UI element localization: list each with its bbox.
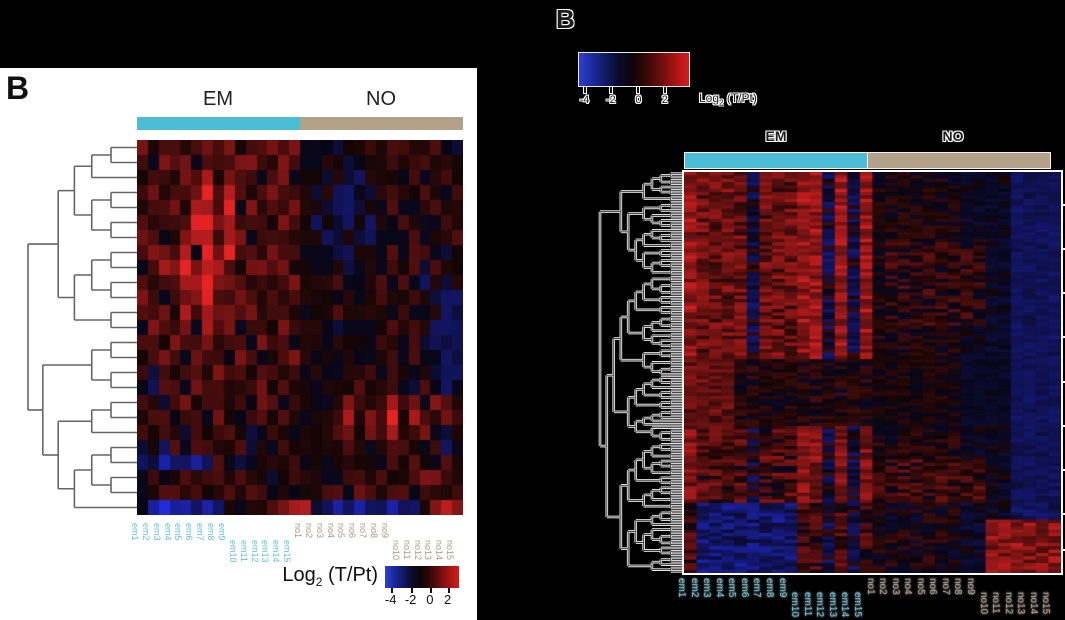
column-label-no5: no5 bbox=[914, 578, 926, 595]
column-label-em10: em10 bbox=[789, 592, 801, 618]
column-label-em8: em8 bbox=[763, 578, 775, 598]
row-cluster-tick bbox=[1061, 380, 1065, 383]
group-label-no-right: NO bbox=[942, 128, 964, 144]
column-label-em3: em3 bbox=[701, 578, 713, 598]
colorbar-title-right: Log2 (T/Pt) bbox=[699, 91, 757, 107]
colorbar-tick bbox=[390, 588, 393, 593]
row-cluster-tick bbox=[1061, 292, 1065, 295]
row-cluster-tick bbox=[1061, 468, 1065, 471]
group-label-em-left: EM bbox=[203, 88, 233, 110]
panel-label-left: B bbox=[6, 70, 30, 106]
column-label-em14: em14 bbox=[839, 592, 851, 618]
column-label-em5: em5 bbox=[726, 578, 738, 598]
colorbar-tick-label: -4 bbox=[579, 94, 590, 106]
colorbar-tick bbox=[663, 87, 666, 93]
colorbar-title-prefix: Log bbox=[282, 564, 316, 586]
colorbar-title-left: Log2 (T/Pt) bbox=[238, 564, 378, 589]
panel-label-right: B bbox=[556, 4, 575, 34]
column-label-em6: em6 bbox=[738, 578, 750, 598]
column-label-em7: em7 bbox=[751, 578, 763, 598]
column-label-no12: no12 bbox=[1002, 592, 1014, 615]
colorbar-tick bbox=[447, 588, 450, 593]
group-label-em-right: EM bbox=[765, 128, 787, 144]
colorbar-tick-label: 2 bbox=[444, 592, 452, 607]
group-bar-no-right bbox=[868, 153, 1050, 168]
column-label-no8: no8 bbox=[952, 578, 964, 595]
column-label-em2: em2 bbox=[688, 578, 700, 598]
colorbar-tick bbox=[410, 588, 413, 593]
column-label-em11: em11 bbox=[801, 592, 813, 617]
column-label-no11: no11 bbox=[990, 592, 1002, 614]
column-label-no7: no7 bbox=[939, 578, 951, 595]
column-label-em12: em12 bbox=[814, 592, 826, 618]
colorbar-tick bbox=[429, 588, 432, 593]
colorbar-gradient-right bbox=[579, 53, 689, 86]
group-bar-em-left bbox=[137, 117, 300, 130]
row-dendrogram-left bbox=[27, 146, 137, 509]
heatmap-right bbox=[684, 172, 1061, 573]
colorbar-tick-label: -2 bbox=[606, 94, 616, 106]
colorbar-tick bbox=[583, 87, 586, 93]
row-dendrogram-right bbox=[598, 172, 684, 573]
row-cluster-tick bbox=[1061, 248, 1065, 251]
group-label-no-left: NO bbox=[366, 88, 396, 110]
column-label-no15: no15 bbox=[1040, 592, 1052, 615]
colorbar-gradient-left bbox=[385, 566, 459, 588]
row-cluster-tick bbox=[1061, 336, 1065, 339]
column-label-no14: no14 bbox=[1027, 592, 1039, 615]
figure-panel-left: B EM NO em1 em2 em3 em4 em5 em6 em7 em8 em9 em10 e… bbox=[0, 68, 477, 620]
column-label-no4: no4 bbox=[902, 578, 914, 595]
colorbar-tick bbox=[637, 87, 640, 93]
column-label-no9: no9 bbox=[965, 578, 977, 595]
column-label-no10: no10 bbox=[977, 592, 989, 615]
column-label-em1: em1 bbox=[676, 578, 687, 598]
colorbar-tick-label: 2 bbox=[661, 94, 668, 106]
column-label-em9: em9 bbox=[776, 578, 788, 598]
column-label-no3: no3 bbox=[889, 578, 901, 595]
colorbar-title-sub: 2 bbox=[315, 575, 323, 589]
group-bar-no-left bbox=[300, 117, 463, 130]
colorbar-title-prefix: Log bbox=[699, 91, 720, 105]
heatmap-right-frame bbox=[684, 172, 1061, 573]
row-cluster-tick bbox=[1061, 204, 1065, 207]
colorbar-title-suffix: (T/Pt) bbox=[723, 91, 757, 105]
column-label-no1: no1 bbox=[864, 578, 876, 595]
column-label-no2: no2 bbox=[877, 578, 889, 595]
group-bar-em-right bbox=[685, 153, 868, 168]
column-label-no6: no6 bbox=[927, 578, 939, 595]
colorbar-tick-label: -4 bbox=[384, 592, 397, 607]
column-label-no13: no13 bbox=[1015, 592, 1027, 615]
colorbar-tick-label: 0 bbox=[635, 94, 642, 106]
column-label-em15: em15 bbox=[851, 592, 863, 618]
column-label-em13: em13 bbox=[826, 592, 838, 618]
colorbar-title-sub: 2 bbox=[719, 98, 724, 108]
colorbar-tick-label: -2 bbox=[404, 592, 417, 607]
column-label-em4: em4 bbox=[713, 578, 725, 598]
row-cluster-tick bbox=[1061, 548, 1065, 551]
colorbar-tick-label: 0 bbox=[426, 592, 434, 607]
colorbar-title-suffix: (T/Pt) bbox=[322, 564, 378, 586]
row-cluster-tick bbox=[1061, 424, 1065, 427]
heatmap-left bbox=[137, 140, 463, 515]
colorbar-tick bbox=[609, 87, 612, 93]
row-cluster-tick bbox=[1061, 512, 1065, 515]
